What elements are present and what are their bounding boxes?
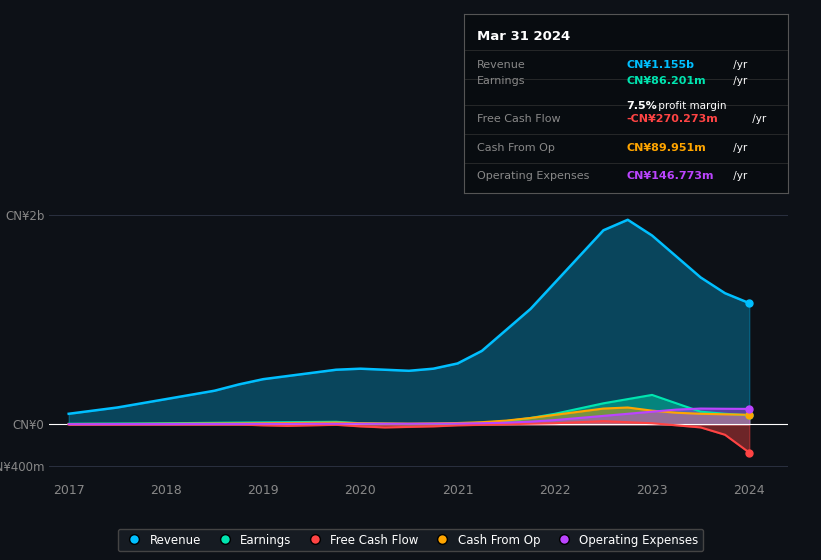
Text: Free Cash Flow: Free Cash Flow	[477, 114, 561, 124]
Text: /yr: /yr	[730, 171, 747, 181]
Text: Earnings: Earnings	[477, 76, 525, 86]
Text: CN¥146.773m: CN¥146.773m	[626, 171, 713, 181]
Text: /yr: /yr	[730, 76, 747, 86]
Text: /yr: /yr	[730, 142, 747, 152]
Text: Operating Expenses: Operating Expenses	[477, 171, 589, 181]
Text: 7.5%: 7.5%	[626, 101, 657, 111]
Legend: Revenue, Earnings, Free Cash Flow, Cash From Op, Operating Expenses: Revenue, Earnings, Free Cash Flow, Cash …	[118, 529, 703, 551]
Text: CN¥86.201m: CN¥86.201m	[626, 76, 705, 86]
Text: Cash From Op: Cash From Op	[477, 142, 555, 152]
Text: CN¥89.951m: CN¥89.951m	[626, 142, 706, 152]
Text: Revenue: Revenue	[477, 60, 525, 70]
Text: CN¥1.155b: CN¥1.155b	[626, 60, 694, 70]
Text: /yr: /yr	[730, 60, 747, 70]
Text: -CN¥270.273m: -CN¥270.273m	[626, 114, 718, 124]
Text: profit margin: profit margin	[655, 101, 727, 111]
Text: /yr: /yr	[750, 114, 767, 124]
Text: Mar 31 2024: Mar 31 2024	[477, 30, 570, 43]
